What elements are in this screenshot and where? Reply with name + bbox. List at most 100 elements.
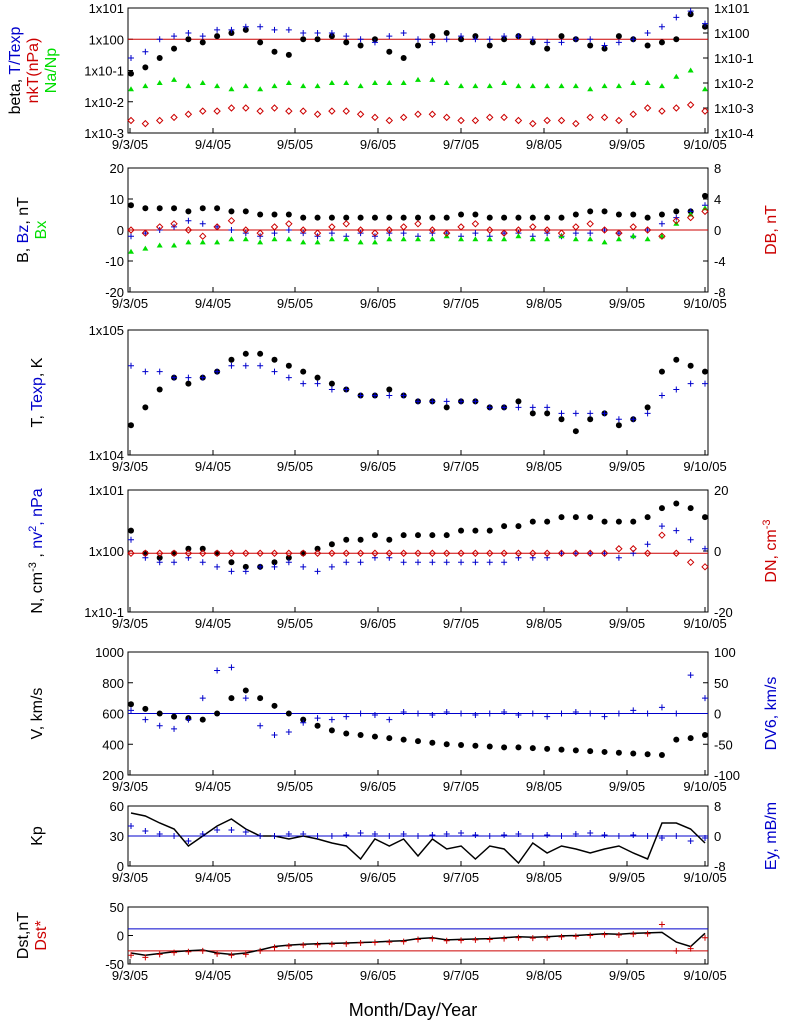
data-point (486, 404, 493, 411)
data-point (515, 934, 522, 941)
data-point (328, 107, 336, 115)
data-point (300, 831, 307, 837)
data-point (256, 107, 264, 115)
data-point (128, 248, 134, 254)
data-point (529, 833, 536, 839)
data-point (687, 380, 694, 387)
data-point (630, 518, 637, 525)
data-point (443, 398, 450, 405)
data-point (242, 83, 249, 89)
data-point (156, 559, 163, 566)
data-point (386, 80, 393, 85)
data-point (472, 398, 479, 405)
x-tick-label: 9/8/05 (526, 296, 562, 311)
data-point (386, 716, 393, 723)
data-point (357, 214, 364, 221)
data-point (299, 549, 307, 557)
data-point (558, 410, 565, 417)
data-point (300, 550, 307, 557)
data-point (386, 735, 393, 742)
data-point (458, 398, 465, 405)
data-point (342, 107, 350, 115)
data-point (686, 213, 695, 222)
data-point (443, 559, 450, 566)
data-point (429, 214, 436, 221)
data-point (314, 214, 321, 221)
data-point (128, 527, 134, 534)
data-point (400, 938, 407, 945)
data-point (601, 931, 608, 938)
x-tick-label: 9/9/05 (609, 459, 645, 474)
x-tick-label: 9/3/05 (112, 137, 148, 152)
data-point (242, 362, 249, 369)
data-point (572, 236, 579, 242)
data-point (586, 549, 594, 557)
data-point (199, 695, 206, 702)
data-point (271, 211, 278, 218)
data-point (587, 36, 594, 43)
data-point (256, 549, 264, 557)
data-point (171, 833, 178, 839)
data-point (415, 738, 421, 745)
y-axis-label-left: T, Texp, K (29, 357, 46, 427)
data-point (529, 404, 536, 411)
data-point (572, 83, 579, 89)
data-point (185, 217, 192, 224)
data-point (228, 208, 235, 215)
data-point (429, 33, 436, 40)
data-point (300, 368, 307, 375)
data-point (356, 110, 365, 118)
data-point (643, 104, 652, 112)
data-point (572, 223, 580, 231)
x-tick-label: 9/7/05 (443, 968, 479, 983)
right-tick-label: 0 (714, 707, 721, 722)
data-point (213, 107, 221, 115)
data-point (529, 236, 536, 242)
data-point (687, 838, 694, 844)
data-point (486, 559, 493, 566)
data-point (357, 939, 364, 946)
data-point (185, 545, 192, 552)
data-point (127, 549, 135, 557)
data-point (458, 559, 465, 566)
data-point (214, 710, 221, 717)
data-point (328, 214, 335, 221)
left-tick-label: 1x105 (89, 323, 124, 338)
data-point (314, 380, 321, 387)
data-point (687, 362, 694, 369)
left-tick-label: 1x100 (89, 544, 124, 559)
x-tick-label: 9/4/05 (195, 296, 231, 311)
data-point (458, 527, 465, 534)
data-point (658, 220, 665, 227)
data-point (400, 708, 407, 715)
data-point (242, 208, 249, 215)
data-point (701, 563, 709, 571)
data-point (644, 514, 651, 521)
left-tick-label: 10 (110, 192, 124, 207)
x-tick-label: 9/4/05 (195, 459, 231, 474)
data-point (673, 947, 680, 954)
data-point (328, 33, 335, 40)
data-point (644, 214, 651, 221)
data-point (644, 410, 651, 417)
data-point (572, 36, 579, 43)
data-point (429, 532, 436, 539)
data-point (356, 226, 365, 234)
data-point (615, 545, 623, 553)
data-point (271, 230, 278, 237)
data-point (371, 239, 378, 245)
data-point (572, 514, 579, 521)
data-point (500, 113, 508, 122)
data-point (514, 226, 523, 234)
data-point (457, 116, 465, 125)
data-point (214, 550, 221, 557)
data-point (458, 830, 465, 836)
data-point (658, 531, 666, 539)
data-point (214, 83, 221, 89)
data-point (357, 239, 364, 245)
data-point (515, 214, 522, 221)
data-point (529, 119, 537, 128)
panel-p1: 9/3/05 9/4/05 9/5/05 9/6/05 9/7/05 9/8/05 9/9/… (7, 1, 754, 152)
data-point (673, 833, 680, 839)
x-tick-label: 9/9/05 (609, 968, 645, 983)
